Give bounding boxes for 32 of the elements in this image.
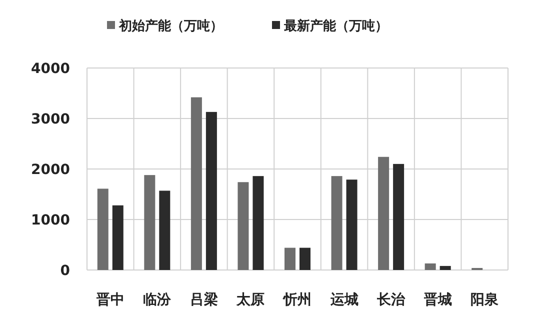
x-tick-label: 临汾 xyxy=(143,292,172,308)
bar xyxy=(284,248,296,270)
bar xyxy=(331,176,342,270)
x-tick-label: 阳泉 xyxy=(470,292,499,308)
y-tick-label: 1000 xyxy=(31,212,70,228)
bar xyxy=(440,266,451,270)
bar xyxy=(190,97,202,270)
bar xyxy=(424,263,436,270)
y-tick-label: 2000 xyxy=(31,162,70,178)
y-tick-label: 0 xyxy=(60,263,70,279)
y-tick-label: 4000 xyxy=(31,61,70,77)
bar xyxy=(238,182,249,270)
x-tick-label: 吕梁 xyxy=(190,291,218,308)
bar xyxy=(252,176,264,270)
bar xyxy=(393,164,404,270)
y-tick-label: 3000 xyxy=(31,112,70,128)
bar xyxy=(206,112,217,270)
x-tick-label: 太原 xyxy=(236,292,265,308)
bar xyxy=(97,188,108,270)
x-tick-label: 长治 xyxy=(376,292,406,308)
x-tick-label: 晋城 xyxy=(422,292,452,308)
x-tick-label: 晋中 xyxy=(95,292,124,308)
x-tick-label: 运城 xyxy=(329,292,358,308)
x-tick-label: 忻州 xyxy=(282,292,312,308)
legend-label: 最新产能（万吨） xyxy=(283,18,388,34)
bar xyxy=(378,156,390,270)
bar xyxy=(112,205,124,270)
bar xyxy=(346,180,358,270)
bar xyxy=(144,175,156,270)
bar xyxy=(159,190,170,270)
bar xyxy=(300,248,310,270)
legend-label: 初始产能（万吨） xyxy=(118,18,223,34)
